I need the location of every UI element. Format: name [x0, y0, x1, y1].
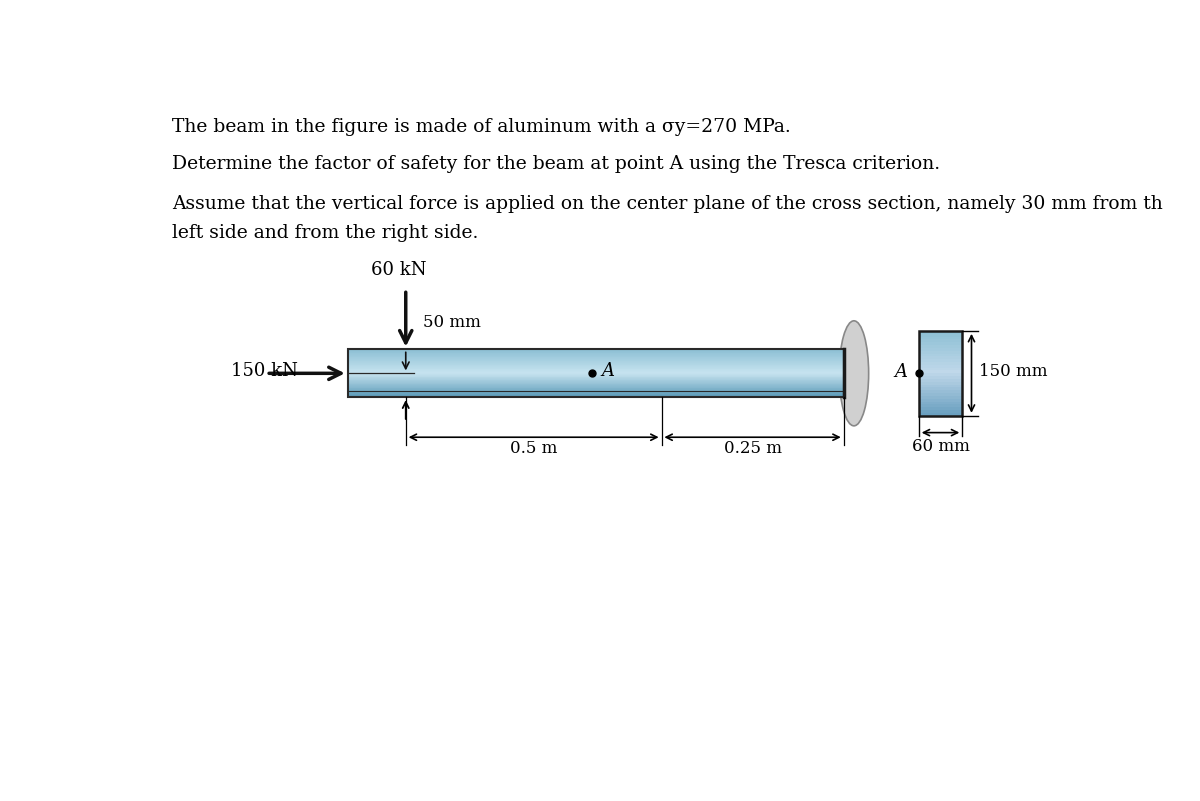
- Polygon shape: [919, 393, 962, 396]
- Polygon shape: [919, 401, 962, 405]
- Polygon shape: [919, 331, 962, 334]
- Text: 150 kN: 150 kN: [232, 362, 299, 380]
- Polygon shape: [919, 373, 962, 376]
- Polygon shape: [919, 399, 962, 401]
- Polygon shape: [919, 368, 962, 371]
- Text: 60 kN: 60 kN: [371, 260, 426, 279]
- Polygon shape: [919, 379, 962, 382]
- Text: Determine the factor of safety for the beam at point A using the Tresca criterio: Determine the factor of safety for the b…: [172, 155, 940, 173]
- Text: 50 mm: 50 mm: [422, 314, 481, 331]
- Polygon shape: [919, 410, 962, 413]
- Polygon shape: [919, 407, 962, 410]
- Polygon shape: [919, 334, 962, 336]
- Polygon shape: [919, 351, 962, 353]
- Polygon shape: [919, 342, 962, 345]
- Text: 0.5 m: 0.5 m: [510, 441, 557, 457]
- Text: 0.25 m: 0.25 m: [724, 441, 781, 457]
- Polygon shape: [919, 396, 962, 399]
- Polygon shape: [919, 353, 962, 356]
- Polygon shape: [919, 376, 962, 379]
- Polygon shape: [919, 356, 962, 359]
- Polygon shape: [919, 382, 962, 384]
- Text: 150 mm: 150 mm: [979, 364, 1048, 380]
- Text: A: A: [601, 362, 614, 380]
- Polygon shape: [919, 359, 962, 362]
- Polygon shape: [919, 345, 962, 348]
- Polygon shape: [919, 364, 962, 368]
- Text: A: A: [894, 363, 907, 380]
- Text: Assume that the vertical force is applied on the center plane of the cross secti: Assume that the vertical force is applie…: [172, 195, 1163, 213]
- Polygon shape: [919, 413, 962, 416]
- Polygon shape: [919, 390, 962, 393]
- Polygon shape: [919, 384, 962, 388]
- Polygon shape: [919, 405, 962, 407]
- Polygon shape: [919, 371, 962, 373]
- Polygon shape: [919, 340, 962, 342]
- Text: The beam in the figure is made of aluminum with a σy=270 MPa.: The beam in the figure is made of alumin…: [172, 119, 791, 136]
- Text: 60 mm: 60 mm: [912, 438, 970, 455]
- Polygon shape: [919, 362, 962, 364]
- Text: left side and from the right side.: left side and from the right side.: [172, 224, 478, 242]
- Ellipse shape: [839, 321, 869, 426]
- Polygon shape: [919, 388, 962, 390]
- Polygon shape: [919, 348, 962, 351]
- Polygon shape: [919, 336, 962, 340]
